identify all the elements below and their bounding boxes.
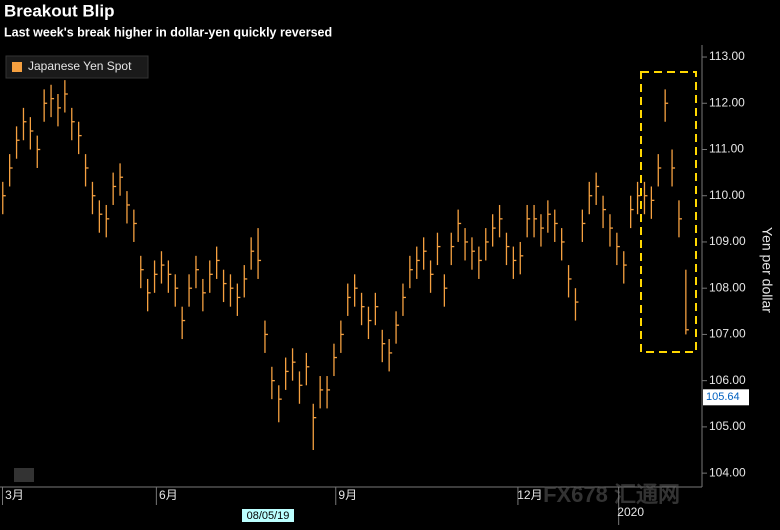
y-tick-label: 106.00 xyxy=(709,373,746,387)
chart-subtitle: Last week's break higher in dollar-yen q… xyxy=(4,25,332,39)
y-tick-label: 113.00 xyxy=(709,49,745,63)
x-tick-label: 9月 xyxy=(338,488,357,502)
watermark: FX678 汇通网 xyxy=(543,482,680,507)
y-tick-label: 109.00 xyxy=(709,234,746,248)
y-tick-label: 112.00 xyxy=(709,95,745,109)
cursor-box xyxy=(242,509,294,522)
y-tick-label: 108.00 xyxy=(709,280,746,294)
x-tick-label: 3月 xyxy=(5,488,24,502)
y-tick-label: 110.00 xyxy=(709,188,745,202)
y-tick-label: 111.00 xyxy=(709,142,744,156)
chart-icon xyxy=(14,468,34,482)
current-value-label: 105.64 xyxy=(706,391,740,403)
legend-swatch xyxy=(12,62,22,72)
cursor-date: 08/05/19 xyxy=(247,510,290,522)
chart-title: Breakout Blip xyxy=(4,1,115,20)
legend-label: Japanese Yen Spot xyxy=(28,59,132,73)
x-tick-label: 12月 xyxy=(517,488,542,502)
legend-box xyxy=(5,55,149,79)
y-tick-label: 105.00 xyxy=(709,419,746,433)
highlight-box xyxy=(640,71,697,353)
current-value-box xyxy=(703,389,749,406)
x-tick-label: 6月 xyxy=(159,488,178,502)
y-tick-label: 107.00 xyxy=(709,327,746,341)
y-axis-label: Yen per dollar xyxy=(759,227,775,313)
x-tick-label: 2020 xyxy=(617,505,644,519)
y-tick-label: 104.00 xyxy=(709,465,746,479)
